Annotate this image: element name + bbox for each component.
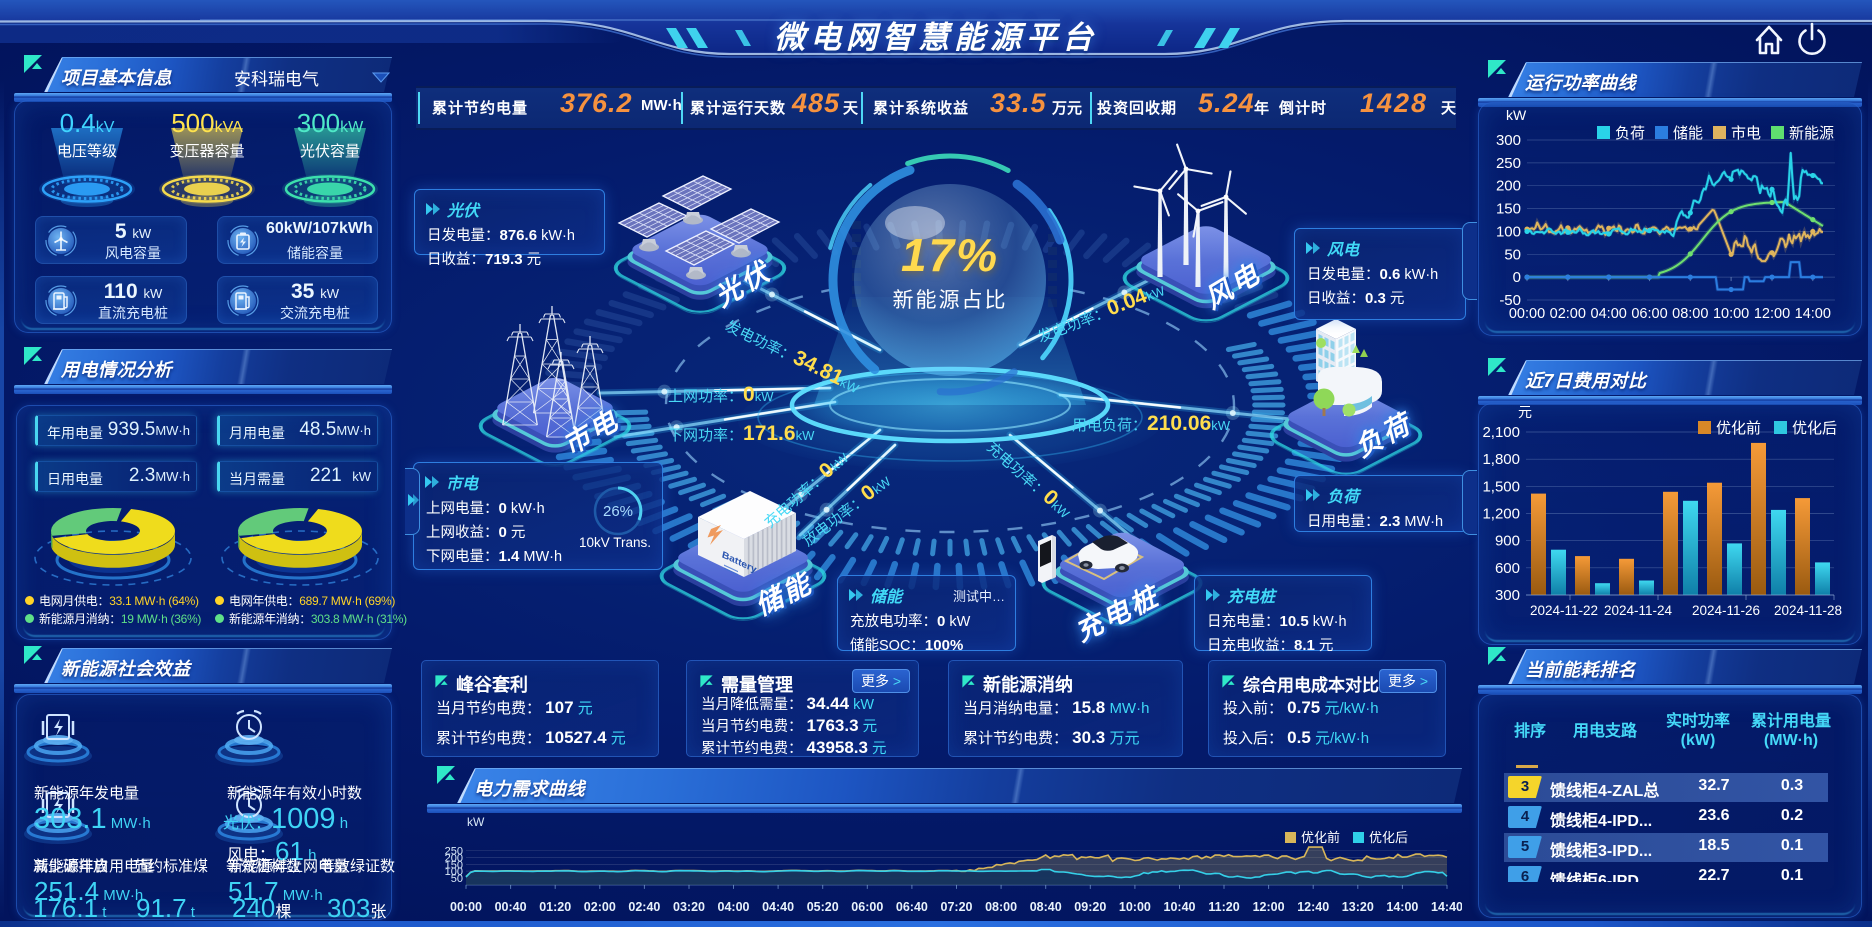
svg-text:00:00: 00:00 <box>450 900 482 914</box>
svg-text:12:00: 12:00 <box>1253 900 1285 914</box>
svg-text:12:40: 12:40 <box>1297 900 1329 914</box>
svg-text:08:40: 08:40 <box>1030 900 1062 914</box>
svg-text:1,800: 1,800 <box>1482 451 1520 468</box>
svg-text:03:20: 03:20 <box>673 900 705 914</box>
svg-text:26%: 26% <box>603 503 633 520</box>
svg-text:负荷: 负荷 <box>1615 125 1645 142</box>
svg-text:900: 900 <box>1495 533 1520 550</box>
svg-text:05:20: 05:20 <box>807 900 839 914</box>
svg-text:07:20: 07:20 <box>941 900 973 914</box>
svg-text:2,100: 2,100 <box>1482 424 1520 441</box>
svg-text:04:40: 04:40 <box>762 900 794 914</box>
svg-text:10:40: 10:40 <box>1164 900 1196 914</box>
svg-text:优化前: 优化前 <box>1716 420 1761 437</box>
svg-text:08:00: 08:00 <box>1672 306 1708 322</box>
svg-text:优化前: 优化前 <box>1301 830 1340 845</box>
svg-text:250: 250 <box>1496 155 1521 172</box>
svg-text:100: 100 <box>1496 223 1521 240</box>
svg-text:01:20: 01:20 <box>539 900 571 914</box>
svg-text:1,200: 1,200 <box>1482 506 1520 523</box>
svg-text:300: 300 <box>1496 132 1521 149</box>
svg-text:04:00: 04:00 <box>1591 306 1627 322</box>
svg-text:150: 150 <box>1496 201 1521 218</box>
svg-text:200: 200 <box>445 852 463 864</box>
svg-text:12:00: 12:00 <box>1754 306 1790 322</box>
svg-text:储能: 储能 <box>1673 125 1703 142</box>
svg-text:02:00: 02:00 <box>584 900 616 914</box>
svg-text:14:00: 14:00 <box>1386 900 1418 914</box>
svg-text:06:00: 06:00 <box>851 900 883 914</box>
svg-text:14:40: 14:40 <box>1431 900 1462 914</box>
svg-text:100: 100 <box>445 866 463 878</box>
svg-text:2024-11-26: 2024-11-26 <box>1692 603 1760 618</box>
svg-text:kW: kW <box>1506 107 1527 123</box>
svg-text:2024-11-28: 2024-11-28 <box>1774 603 1842 618</box>
svg-text:06:40: 06:40 <box>896 900 928 914</box>
svg-text:14:00: 14:00 <box>1795 306 1831 322</box>
svg-text:300: 300 <box>1495 587 1520 604</box>
svg-text:00:40: 00:40 <box>495 900 527 914</box>
svg-text:kW: kW <box>467 815 485 829</box>
svg-text:-50: -50 <box>1499 292 1521 309</box>
svg-text:10:00: 10:00 <box>1713 306 1749 322</box>
svg-text:1,500: 1,500 <box>1482 478 1520 495</box>
svg-text:优化后: 优化后 <box>1369 830 1408 845</box>
svg-text:02:40: 02:40 <box>628 900 660 914</box>
svg-text:02:00: 02:00 <box>1550 306 1586 322</box>
svg-text:08:00: 08:00 <box>985 900 1017 914</box>
svg-text:元: 元 <box>1518 404 1532 420</box>
svg-text:09:20: 09:20 <box>1074 900 1106 914</box>
svg-text:市电: 市电 <box>1731 125 1761 142</box>
svg-text:2024-11-24: 2024-11-24 <box>1604 603 1673 618</box>
svg-text:600: 600 <box>1495 560 1520 577</box>
svg-text:00:00: 00:00 <box>1509 306 1545 322</box>
svg-text:0: 0 <box>1513 269 1521 286</box>
svg-text:50: 50 <box>1504 246 1521 263</box>
svg-text:2024-11-22: 2024-11-22 <box>1530 603 1598 618</box>
svg-text:06:00: 06:00 <box>1631 306 1667 322</box>
svg-text:50: 50 <box>451 873 463 885</box>
svg-text:11:20: 11:20 <box>1208 900 1239 914</box>
svg-text:200: 200 <box>1496 178 1521 195</box>
svg-text:13:20: 13:20 <box>1342 900 1374 914</box>
svg-text:150: 150 <box>445 859 463 871</box>
svg-text:10:00: 10:00 <box>1119 900 1151 914</box>
svg-text:250: 250 <box>445 846 463 858</box>
svg-text:04:00: 04:00 <box>718 900 750 914</box>
svg-text:优化后: 优化后 <box>1792 420 1837 437</box>
svg-text:新能源: 新能源 <box>1789 125 1834 142</box>
